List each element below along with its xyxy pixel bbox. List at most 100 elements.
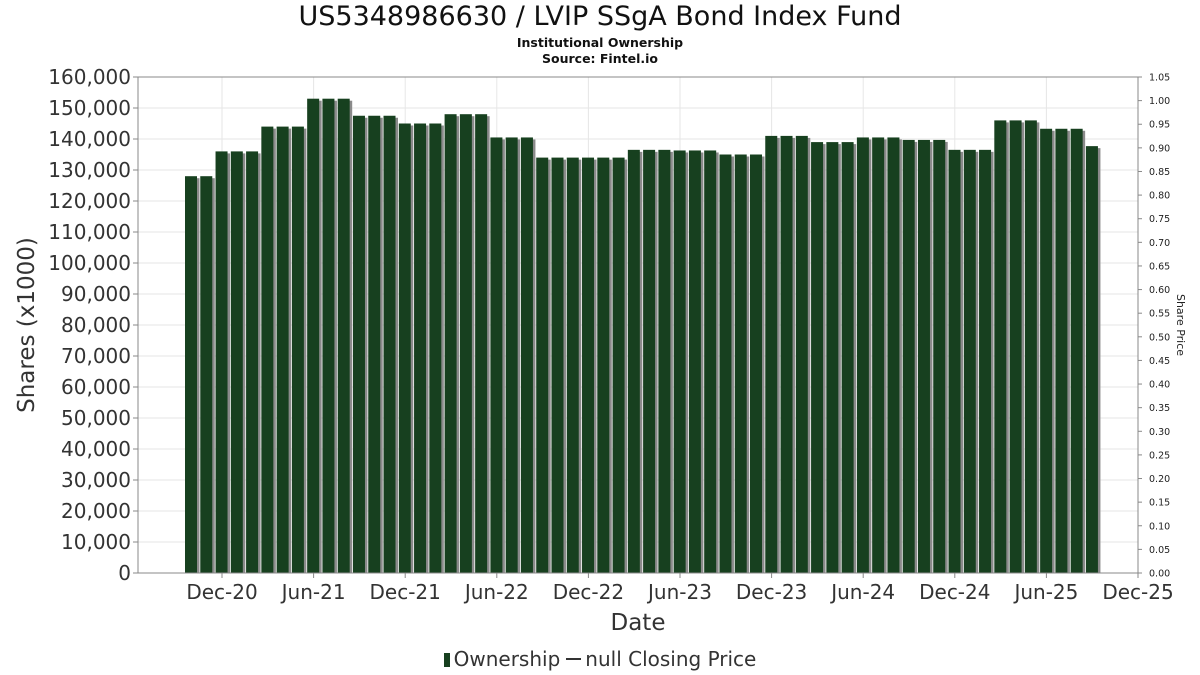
ownership-bar bbox=[307, 98, 320, 573]
y-tick-label: 150,000 bbox=[48, 96, 131, 120]
ownership-bar bbox=[1070, 128, 1083, 573]
ownership-bar bbox=[1024, 120, 1037, 574]
y2-tick-label: 1.00 bbox=[1149, 96, 1170, 107]
y2-tick-label: 0.00 bbox=[1149, 569, 1170, 580]
ownership-bar bbox=[475, 114, 488, 573]
ownership-bar bbox=[1040, 128, 1053, 573]
ownership-bar bbox=[658, 149, 671, 573]
ownership-bar bbox=[459, 114, 472, 573]
ownership-bar bbox=[627, 149, 640, 573]
ownership-bar bbox=[872, 137, 885, 573]
ownership-bar bbox=[811, 142, 824, 573]
y-tick-label: 50,000 bbox=[61, 406, 131, 430]
y2-tick-label: 0.60 bbox=[1149, 285, 1170, 296]
y-axis-title: Shares (x1000) bbox=[14, 237, 40, 413]
ownership-bar bbox=[291, 126, 304, 573]
ownership-bar bbox=[673, 150, 686, 573]
y-tick-label: 30,000 bbox=[61, 468, 131, 492]
legend-price-label: null Closing Price bbox=[585, 647, 757, 671]
x-tick-label: Dec-24 bbox=[919, 580, 990, 604]
ownership-bar bbox=[444, 114, 457, 573]
x-tick-label: Dec-20 bbox=[186, 580, 257, 604]
y-tick-label: 60,000 bbox=[61, 375, 131, 399]
ownership-bar bbox=[734, 154, 747, 573]
chart-title: US5348986630 / LVIP SSgA Bond Index Fund bbox=[298, 1, 902, 32]
ownership-bar bbox=[505, 137, 518, 573]
ownership-bar bbox=[948, 149, 961, 573]
ownership-bar bbox=[917, 139, 930, 573]
ownership-bar bbox=[643, 149, 656, 573]
ownership-bar bbox=[841, 142, 854, 573]
y-tick-label: 130,000 bbox=[48, 158, 131, 182]
x-tick-label: Dec-23 bbox=[736, 580, 807, 604]
ownership-bar bbox=[185, 176, 197, 573]
ownership-bar bbox=[856, 137, 869, 573]
ownership-bar bbox=[612, 157, 625, 573]
ownership-bar bbox=[933, 139, 946, 573]
y2-tick-label: 0.85 bbox=[1149, 167, 1170, 178]
ownership-bar bbox=[536, 157, 549, 573]
ownership-bar bbox=[261, 126, 274, 573]
y2-tick-label: 0.10 bbox=[1149, 521, 1170, 532]
ownership-bar bbox=[200, 176, 213, 573]
ownership-bar bbox=[1085, 146, 1098, 573]
chart-subtitle: Institutional Ownership bbox=[516, 35, 684, 50]
x-tick-label: Jun-25 bbox=[1012, 580, 1078, 604]
y2-axis-title: Share Price bbox=[1174, 294, 1187, 356]
ownership-bar bbox=[429, 123, 442, 573]
ownership-bar bbox=[887, 137, 900, 573]
x-tick-label: Jun-22 bbox=[463, 580, 529, 604]
axes bbox=[133, 76, 1142, 578]
ownership-bar bbox=[749, 154, 762, 573]
ownership-bar bbox=[765, 135, 778, 573]
ownership-bar bbox=[566, 157, 579, 573]
y2-tick-label: 0.30 bbox=[1149, 427, 1170, 438]
chart-source: Source: Fintel.io bbox=[542, 51, 658, 66]
price-legend-swatch bbox=[566, 658, 582, 660]
y-tick-label: 90,000 bbox=[61, 282, 131, 306]
ownership-bar bbox=[1055, 128, 1068, 573]
y2-tick-label: 0.45 bbox=[1149, 356, 1170, 367]
ownership-bar bbox=[597, 157, 610, 573]
y-tick-label: 40,000 bbox=[61, 437, 131, 461]
y2-tick-label: 0.95 bbox=[1149, 120, 1170, 131]
x-tick-label: Dec-22 bbox=[553, 580, 624, 604]
ownership-bar bbox=[902, 139, 915, 573]
y2-tick-label: 0.55 bbox=[1149, 309, 1170, 320]
y-tick-label: 10,000 bbox=[61, 530, 131, 554]
y-tick-label: 120,000 bbox=[48, 189, 131, 213]
y2-tick-label: 0.80 bbox=[1149, 191, 1170, 202]
x-tick-label: Jun-24 bbox=[829, 580, 895, 604]
ownership-bar bbox=[1009, 120, 1022, 574]
ownership-bar bbox=[551, 157, 564, 573]
ownership-bar bbox=[719, 154, 732, 573]
ownership-bar bbox=[780, 135, 793, 573]
y-tick-label: 100,000 bbox=[48, 251, 131, 275]
ownership-bar bbox=[215, 151, 228, 573]
plot-frame bbox=[137, 76, 1139, 574]
ownership-bar bbox=[368, 115, 381, 573]
ownership-bar bbox=[979, 149, 992, 573]
ownership-bar bbox=[994, 120, 1007, 574]
x-axis-title: Date bbox=[611, 610, 666, 636]
ownership-bar bbox=[963, 149, 976, 573]
y-tick-label: 70,000 bbox=[61, 344, 131, 368]
x-tick-label: Jun-23 bbox=[646, 580, 712, 604]
y2-tick-label: 0.35 bbox=[1149, 403, 1170, 414]
y2-tick-label: 0.75 bbox=[1149, 214, 1170, 225]
ownership-bar bbox=[582, 157, 595, 573]
ownership-bar bbox=[322, 98, 335, 573]
ownership-bar bbox=[490, 137, 503, 573]
axis-labels: 0 10,000 20,000 30,000 40,000 50,000 60,000 70,… bbox=[14, 65, 1187, 636]
ownership-bar bbox=[276, 126, 289, 573]
x-tick-label: Jun-21 bbox=[280, 580, 346, 604]
y-tick-label: 160,000 bbox=[48, 65, 131, 89]
ownership-bar bbox=[352, 115, 365, 573]
ownership-legend-swatch bbox=[443, 653, 450, 667]
y2-tick-label: 0.15 bbox=[1149, 498, 1170, 509]
y2-tick-label: 0.25 bbox=[1149, 450, 1170, 461]
y2-tick-label: 0.20 bbox=[1149, 474, 1170, 485]
ownership-bar bbox=[337, 98, 350, 573]
y-tick-label: 0 bbox=[118, 561, 131, 585]
